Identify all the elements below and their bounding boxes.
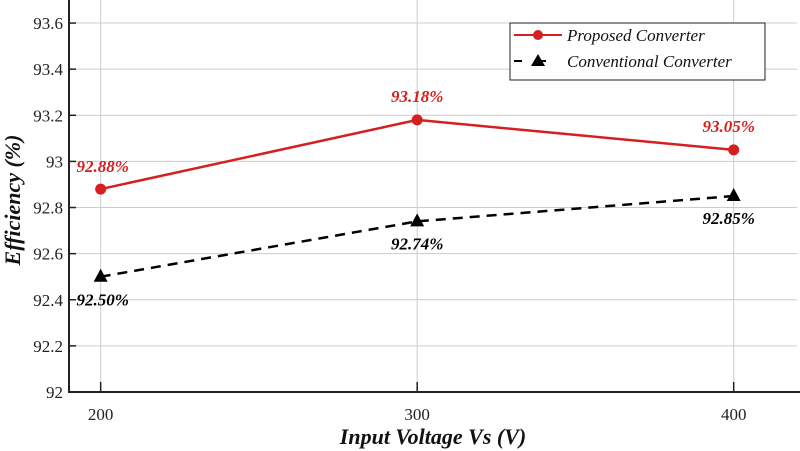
- data-label: 92.85%: [702, 209, 754, 228]
- y-tick-label: 92.4: [33, 291, 63, 310]
- data-point: [726, 188, 741, 201]
- y-tick-label: 92.6: [33, 245, 63, 264]
- data-label: 92.74%: [391, 234, 443, 253]
- data-point: [410, 213, 425, 227]
- series: 92.88% 93.18% 93.05% 92.50% 92.74% 92.85%: [76, 87, 754, 310]
- data-label: 92.88%: [76, 157, 128, 176]
- legend: Proposed Converter Conventional Converte…: [509, 22, 766, 81]
- x-tick-label: 400: [721, 405, 747, 424]
- x-axis-label: Input Voltage Vs (V): [339, 424, 526, 449]
- data-point: [728, 144, 740, 156]
- legend-label-proposed: Proposed Converter: [566, 26, 705, 45]
- data-label: 93.05%: [702, 117, 754, 136]
- y-tick-label: 93.6: [33, 14, 63, 33]
- x-tick-label: 200: [88, 405, 114, 424]
- x-tick-label: 300: [404, 405, 430, 424]
- data-label: 93.18%: [391, 87, 443, 106]
- y-tick-label: 92.8: [33, 199, 63, 218]
- axes: [68, 0, 800, 393]
- y-tick-label: 92.2: [33, 337, 63, 356]
- data-point: [95, 183, 107, 195]
- data-label: 92.50%: [76, 291, 128, 310]
- y-axis-label: Efficiency (%): [0, 135, 25, 267]
- legend-marker-proposed: [533, 30, 543, 40]
- tick-labels: 92 92.2 92.4 92.6 92.8 93 93.2 93.4 93.6 200 300 40…: [33, 14, 746, 424]
- legend-label-conventional: Conventional Converter: [567, 52, 732, 71]
- series-line-conventional: [100, 194, 734, 278]
- legend-marker-conventional: [531, 54, 545, 66]
- y-tick-label: 93: [46, 152, 63, 171]
- data-point: [93, 268, 108, 282]
- y-tick-label: 92: [46, 383, 63, 402]
- y-tick-label: 93.4: [33, 60, 63, 79]
- data-point: [411, 114, 423, 126]
- y-tick-label: 93.2: [33, 106, 63, 125]
- legend-box: [509, 22, 766, 81]
